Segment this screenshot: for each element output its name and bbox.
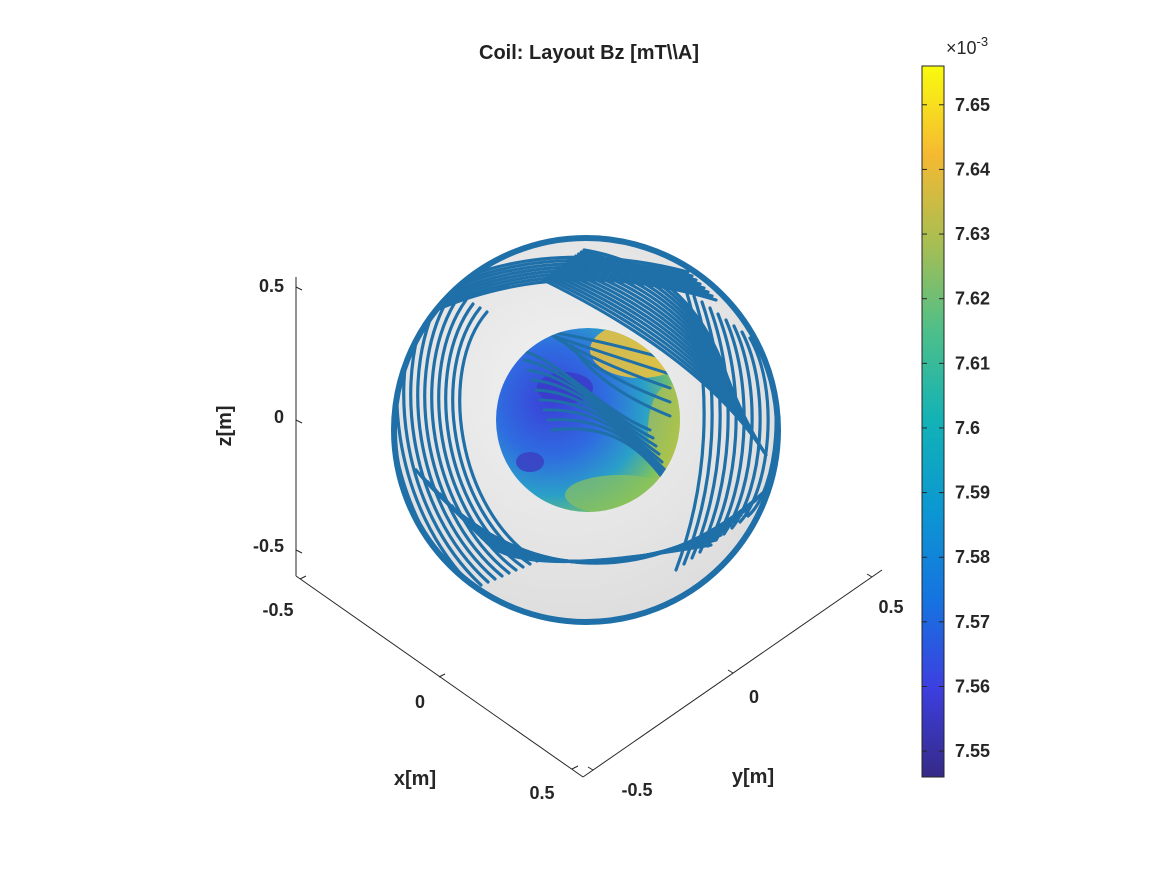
chart-title: Coil: Layout Bz [mT\\A] <box>479 42 699 64</box>
colorbar: ×10-3 7.55 7.56 7.57 7.58 7.59 7.6 7.61 7.62 7.6… <box>921 34 990 778</box>
x-tick-mark <box>438 673 446 678</box>
y-axis-label: y[m] <box>732 766 774 788</box>
colorbar-tick-label: 7.58 <box>955 547 990 567</box>
wire-loop <box>454 265 702 292</box>
wire-loop <box>423 290 504 578</box>
colorbar-exponent-power: -3 <box>977 34 989 49</box>
colorbar-tick-label: 7.56 <box>955 677 990 697</box>
colorbar-exponent-base: ×10 <box>946 38 977 58</box>
field-wire <box>546 332 672 376</box>
y-tick-label: 0.5 <box>878 597 903 617</box>
z-tick-mark <box>295 419 303 424</box>
field-wire <box>534 388 664 464</box>
colorbar-ticks: 7.55 7.56 7.57 7.58 7.59 7.6 7.61 7.62 7.63 7.64 7… <box>922 95 990 761</box>
colorbar-exponent: ×10-3 <box>946 34 988 58</box>
field-wire <box>562 340 672 404</box>
wire-loop <box>738 336 770 524</box>
y-tick-label: 0 <box>749 687 759 707</box>
colorbar-tick-label: 7.55 <box>955 741 990 761</box>
wire-loop <box>690 300 722 560</box>
wire-loop <box>674 288 706 572</box>
wire-loop <box>541 278 768 457</box>
y-tick-mark <box>727 669 734 674</box>
field-wire <box>570 344 672 418</box>
y-tick-mark <box>587 766 594 771</box>
wire-loop <box>458 310 539 563</box>
colorbar-strip <box>921 65 945 778</box>
z-tick-label: 0 <box>274 407 284 427</box>
z-tick-label: 0.5 <box>259 276 284 296</box>
wire-loop <box>714 318 746 542</box>
colorbar-tick-label: 7.63 <box>955 224 990 244</box>
colorbar-tick-label: 7.59 <box>955 483 990 503</box>
z-axis-label: z[m] <box>214 405 236 446</box>
axes-box <box>295 277 883 778</box>
field-low-region <box>516 452 544 472</box>
wire-loop <box>706 312 738 548</box>
field-wire <box>530 378 661 456</box>
x-tick-label: 0 <box>415 692 425 712</box>
target-field-sphere <box>496 328 680 512</box>
z-tick-label: -0.5 <box>253 536 284 556</box>
x-tick-label: -0.5 <box>262 600 293 620</box>
x-axis-label: x[m] <box>394 768 436 790</box>
wire-loop <box>449 268 706 297</box>
y-axis-line <box>582 569 883 778</box>
colorbar-tick-label: 7.65 <box>955 95 990 115</box>
colorbar-tick-label: 7.62 <box>955 289 990 309</box>
field-wire <box>526 368 658 448</box>
field-wire <box>518 348 652 432</box>
colorbar-tick-label: 7.6 <box>955 418 980 438</box>
wire-loop <box>459 262 698 287</box>
z-tick-mark <box>295 549 303 554</box>
wire-loop <box>682 294 714 566</box>
coil-rim <box>391 235 781 625</box>
colorbar-tick-label: 7.57 <box>955 612 990 632</box>
colorbar-tick-label: 7.64 <box>955 159 990 179</box>
wire-loop <box>464 258 694 282</box>
wire-loop <box>434 278 718 312</box>
y-tick-label: -0.5 <box>621 780 652 800</box>
wire-loop <box>444 271 710 302</box>
colorbar-tick-label: 7.61 <box>955 353 990 373</box>
x-tick-mark <box>571 765 579 770</box>
wire-loop <box>730 330 762 530</box>
wire-loop <box>698 306 730 554</box>
y-tick-mark <box>866 573 873 578</box>
wire-loop <box>722 324 754 536</box>
field-wire <box>542 408 670 480</box>
wire-loop <box>469 255 690 277</box>
field-wire <box>522 358 655 440</box>
wire-loop <box>430 294 511 575</box>
x-tick-mark <box>299 575 307 580</box>
x-tick-label: 0.5 <box>529 783 554 803</box>
z-tick-mark <box>295 286 303 291</box>
field-wire <box>538 398 667 472</box>
wire-loop <box>439 274 714 307</box>
